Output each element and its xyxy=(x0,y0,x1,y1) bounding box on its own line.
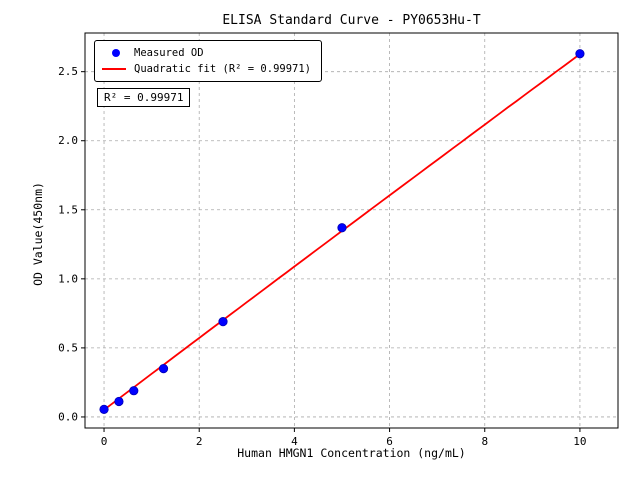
axis-ticks xyxy=(81,71,581,432)
legend-item-quadratic-fit: Quadratic fit (R² = 0.99971) xyxy=(102,61,311,77)
svg-text:0: 0 xyxy=(101,435,108,448)
svg-text:2: 2 xyxy=(196,435,203,448)
data-point xyxy=(99,404,109,414)
line-marker-icon xyxy=(102,68,126,70)
svg-text:1.0: 1.0 xyxy=(58,272,78,285)
svg-text:2.5: 2.5 xyxy=(58,65,78,78)
svg-text:8: 8 xyxy=(481,435,488,448)
legend: Measured OD Quadratic fit (R² = 0.99971) xyxy=(94,40,323,82)
y-axis-label: OD Value(450nm) xyxy=(31,182,45,286)
legend-label-measured-od: Measured OD xyxy=(134,47,204,59)
legend-label-quadratic-fit: Quadratic fit (R² = 0.99971) xyxy=(134,63,312,75)
svg-text:1.5: 1.5 xyxy=(58,203,78,216)
data-point xyxy=(129,386,139,396)
data-point xyxy=(575,49,585,59)
data-point xyxy=(158,364,169,374)
tick-labels: 0 2 4 6 8 10 0.0 0.5 1.0 1.5 2.0 2.5 xyxy=(58,65,586,448)
legend-item-measured-od: Measured OD xyxy=(102,45,311,61)
svg-text:6: 6 xyxy=(386,435,393,448)
svg-text:2.0: 2.0 xyxy=(58,134,78,147)
svg-text:4: 4 xyxy=(291,435,298,448)
gridlines xyxy=(85,33,618,428)
chart-title: ELISA Standard Curve - PY0653Hu-T xyxy=(222,13,481,28)
data-layer xyxy=(99,49,585,414)
r-squared-annotation: R² = 0.99971 xyxy=(97,88,191,107)
scatter-marker-icon xyxy=(112,49,120,57)
svg-text:0.5: 0.5 xyxy=(58,341,78,354)
data-point xyxy=(218,317,228,327)
data-point xyxy=(337,223,347,233)
data-point xyxy=(114,396,124,407)
axes-frame xyxy=(84,32,619,429)
svg-text:0.0: 0.0 xyxy=(58,410,78,423)
svg-text:10: 10 xyxy=(573,435,586,448)
x-axis-label: Human HMGN1 Concentration (ng/mL) xyxy=(237,446,466,460)
